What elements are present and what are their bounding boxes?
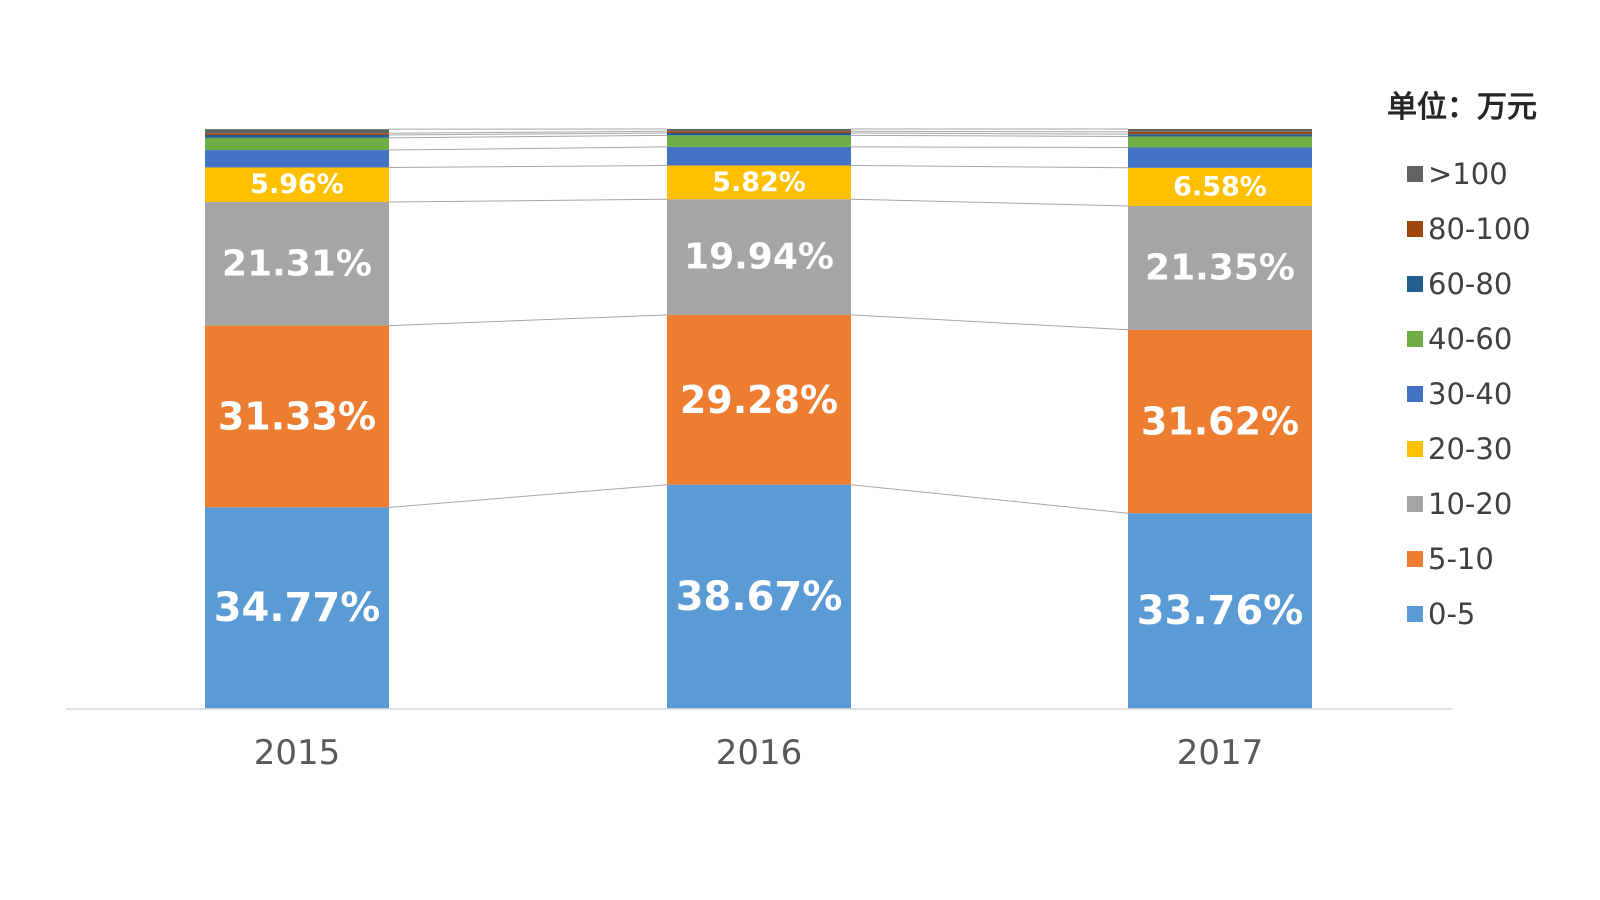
bar-segment-2015-0-5 — [205, 507, 389, 709]
legend-item-5-10: 5-10 — [1407, 542, 1494, 576]
series-line-30-40 — [388, 146, 668, 151]
legend-label-10-20: 10-20 — [1428, 487, 1512, 521]
bar-segment-2015-5-10 — [205, 325, 389, 508]
data-label-2017-10-20: 21.35% — [1145, 247, 1295, 288]
series-line-20-30 — [388, 164, 668, 168]
legend-item-40-60: 40-60 — [1407, 322, 1512, 356]
bar-segment-2016-20-30 — [667, 165, 851, 200]
bar-segment-2017-0-5 — [1128, 513, 1312, 709]
x-tick-label-2015: 2015 — [254, 733, 341, 773]
legend: >100 80-100 60-80 40-60 30-40 20-30 10-20 5-10 0… — [1407, 157, 1531, 631]
legend-item-10-20: 10-20 — [1407, 487, 1512, 521]
bar-segment-2016-80-100 — [667, 131, 851, 134]
bar-segment-2017-60-80 — [1128, 134, 1312, 137]
legend-label-60-80: 60-80 — [1428, 267, 1512, 301]
data-label-2017-0-5: 33.76% — [1137, 588, 1304, 634]
series-line-30-40 — [850, 146, 1129, 149]
legend-item-20-30: 20-30 — [1407, 432, 1512, 466]
bar-segment-2015->100 — [205, 129, 389, 134]
legend-label-80-100: 80-100 — [1428, 212, 1531, 246]
data-label-2016-5-10: 29.28% — [680, 378, 838, 422]
bar-segment-2016->100 — [667, 128, 851, 132]
category-labels: 2015 2016 2017 — [254, 733, 1264, 773]
legend-swatch-30-40 — [1407, 386, 1423, 402]
legend-swatch-60-80 — [1407, 276, 1423, 292]
data-label-2017-5-10: 31.62% — [1141, 399, 1299, 443]
bars: 34.77% 31.33% 21.31% 5.96% 38.67% 29.28% 19.94… — [205, 128, 1312, 709]
legend-label-0-5: 0-5 — [1428, 597, 1475, 631]
data-label-2015-5-10: 31.33% — [218, 394, 376, 438]
series-line-40-60 — [388, 134, 668, 139]
legend-swatch-40-60 — [1407, 331, 1423, 347]
series-line-0-5 — [850, 484, 1129, 514]
legend-label-5-10: 5-10 — [1428, 542, 1494, 576]
legend-label->100: >100 — [1428, 157, 1508, 191]
legend-swatch-10-20 — [1407, 496, 1423, 512]
bar-segment-2015-30-40 — [205, 150, 389, 168]
series-line-5-10 — [850, 314, 1129, 331]
bar-segment-2016-30-40 — [667, 146, 851, 166]
legend-label-30-40: 30-40 — [1428, 377, 1512, 411]
series-line-0-5 — [388, 484, 668, 508]
series-line-60-80 — [850, 132, 1129, 135]
series-line-10-20 — [388, 198, 668, 203]
data-label-2016-0-5: 38.67% — [676, 574, 843, 620]
bar-segment-2015-20-30 — [205, 167, 389, 203]
bar-segment-2017-30-40 — [1128, 147, 1312, 168]
bar-segment-2016-10-20 — [667, 199, 851, 315]
bar-segment-2015-10-20 — [205, 202, 389, 326]
bar-segment-2017-10-20 — [1128, 205, 1312, 330]
legend-item-30-40: 30-40 — [1407, 377, 1512, 411]
data-label-2015-10-20: 21.31% — [222, 243, 372, 284]
bar-segment-2017-40-60 — [1128, 136, 1312, 148]
bar-segment-2017-5-10 — [1128, 329, 1312, 514]
unit-label: 单位：万元 — [1387, 90, 1537, 125]
legend-swatch->100 — [1407, 166, 1423, 182]
bar-segment-2015-60-80 — [205, 134, 389, 138]
series-line-40-60 — [850, 134, 1129, 137]
x-tick-label-2016: 2016 — [716, 733, 803, 773]
data-label-2017-20-30: 6.58% — [1173, 171, 1267, 202]
bar-segment-2016-0-5 — [667, 484, 851, 709]
data-label-2015-20-30: 5.96% — [250, 169, 344, 200]
legend-swatch-20-30 — [1407, 441, 1423, 457]
series-line-80-100 — [850, 130, 1129, 133]
bar-segment-2017-80-100 — [1128, 131, 1312, 135]
x-tick-label-2017: 2017 — [1177, 733, 1264, 773]
bar-segment-2016-40-60 — [667, 135, 851, 147]
bar-segment-2015-40-60 — [205, 137, 389, 151]
series-line-80-100 — [388, 130, 668, 134]
bar-segment-2016-5-10 — [667, 314, 851, 485]
series-line-10-20 — [850, 198, 1129, 207]
series-lines — [388, 128, 1129, 514]
series-line-60-80 — [388, 132, 668, 136]
legend-item->100: >100 — [1407, 157, 1508, 191]
data-label-2016-20-30: 5.82% — [712, 167, 806, 198]
legend-item-0-5: 0-5 — [1407, 597, 1475, 631]
legend-item-60-80: 60-80 — [1407, 267, 1512, 301]
legend-label-40-60: 40-60 — [1428, 322, 1512, 356]
legend-swatch-5-10 — [1407, 551, 1423, 567]
legend-swatch-0-5 — [1407, 606, 1423, 622]
bar-segment-2015-80-100 — [205, 133, 389, 135]
series-line-5-10 — [388, 314, 668, 327]
bar-segment-2017-20-30 — [1128, 167, 1312, 206]
legend-item-80-100: 80-100 — [1407, 212, 1531, 246]
data-label-2016-10-20: 19.94% — [684, 237, 834, 278]
bar-segment-2016-60-80 — [667, 133, 851, 136]
data-label-2015-0-5: 34.77% — [214, 585, 381, 631]
legend-swatch-80-100 — [1407, 221, 1423, 237]
legend-label-20-30: 20-30 — [1428, 432, 1512, 466]
bar-segment-2017->100 — [1128, 128, 1312, 132]
series-line-20-30 — [850, 164, 1129, 169]
